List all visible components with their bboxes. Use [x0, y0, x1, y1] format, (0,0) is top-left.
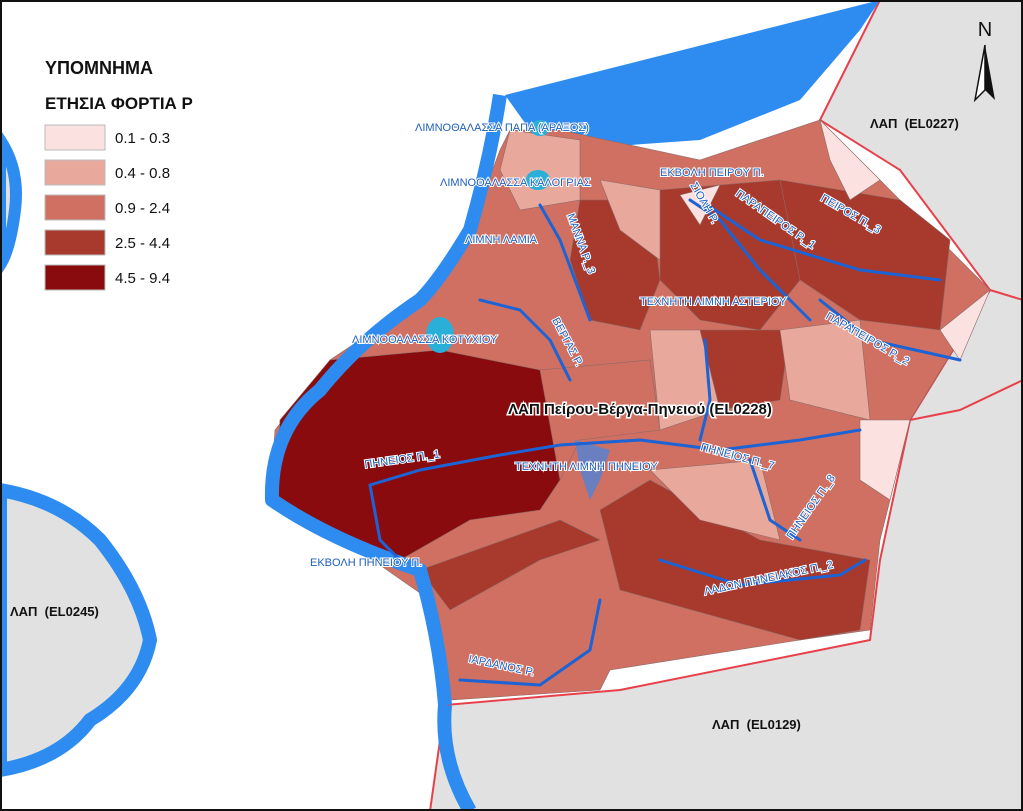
subcatchment — [649, 329, 721, 431]
subcatchment — [599, 479, 871, 641]
island — [0, 129, 22, 276]
water-label: ΛΙΜΝΟΘΑΛΑΣΣΑ ΚΑΛΟΓΡΙΑΣ — [440, 177, 591, 189]
water-label: ΤΕΧΝΗΤΗ ΛΙΜΝΗ ΠΗΝΕΙΟΥ — [515, 461, 658, 473]
river — [698, 198, 942, 282]
river — [698, 338, 712, 442]
north-arrow — [985, 45, 995, 100]
water-label: ΛΙΜΝΟΘΑΛΑΣΣΑ ΠΑΠΑ (ΑΡΑΞΟΣ) — [415, 122, 589, 134]
lake — [426, 317, 454, 353]
legend-title: ΥΠΟΜΝΗΜΑ — [45, 58, 153, 78]
water-label: ΤΕΧΝΗΤΗ ΛΙΜΝΗ ΑΣΤΕΡΙΟΥ — [640, 296, 787, 308]
main-label: ΛΑΠ Πείρου-Βέργα-Πηνειού (EL0228) — [508, 401, 772, 418]
lake — [526, 170, 550, 190]
legend-label: 0.1 - 0.3 — [115, 130, 170, 147]
water-label: ΛΙΜΝΗ ΛΑΜΙΑ — [465, 234, 538, 246]
coastline — [437, 704, 477, 811]
water-label: ΕΚΒΟΛΗ ΠΕΙΡΟΥ Π. — [660, 167, 764, 179]
subcatchment — [539, 359, 661, 481]
landmass — [0, 482, 158, 778]
reservoir — [575, 440, 610, 500]
legend-label: 0.9 - 2.4 — [115, 200, 170, 217]
subcatchment — [939, 289, 991, 361]
subcatchment — [599, 179, 661, 261]
water-label: ΕΚΒΟΛΗ ΠΗΝΕΙΟΥ Π. — [310, 557, 422, 569]
legend-label: 0.4 - 0.8 — [115, 165, 170, 182]
legend: ΥΠΟΜΝΗΜΑ ΕΤΗΣΙΑ ΦΟΡΤΙΑ Ρ 0.1 - 0.3 0.4 - … — [44, 58, 193, 291]
coastline — [264, 93, 507, 706]
water-label: ΛΙΜΝΟΘΑΛΑΣΣΑ ΚΟΤΥΧΙΟΥ — [352, 334, 498, 346]
river — [818, 298, 962, 362]
subcatchment — [649, 459, 781, 541]
legend-swatch — [44, 229, 106, 256]
legend-swatch — [44, 159, 106, 186]
boundary — [989, 289, 1023, 301]
legend-subtitle: ΕΤΗΣΙΑ ΦΟΡΤΙΑ Ρ — [45, 94, 193, 113]
legend-swatch — [44, 124, 106, 151]
region-label: ΛΑΠ (EL0245) — [10, 604, 99, 619]
subcatchment — [859, 419, 911, 501]
legend-swatch — [44, 194, 106, 221]
river — [688, 198, 812, 322]
river — [538, 203, 592, 322]
subcatchment — [819, 119, 881, 201]
river — [748, 458, 802, 542]
lake — [530, 120, 550, 136]
region-label: ΛΑΠ (EL0227) — [870, 116, 959, 131]
river — [368, 428, 862, 487]
boundary — [909, 379, 1023, 421]
north-label: N — [978, 19, 992, 41]
river — [368, 483, 402, 562]
river — [458, 598, 602, 687]
gulf — [505, 0, 880, 150]
legend-label: 2.5 - 4.4 — [115, 235, 170, 252]
region-label: ΛΑΠ (EL0129) — [712, 717, 801, 732]
neighbour-land — [428, 0, 1023, 811]
subcatchment — [499, 129, 581, 211]
river — [658, 558, 867, 587]
legend-label: 4.5 - 9.4 — [115, 270, 170, 287]
subcatchment — [419, 519, 601, 611]
legend-swatch — [44, 264, 106, 291]
river — [478, 298, 572, 382]
